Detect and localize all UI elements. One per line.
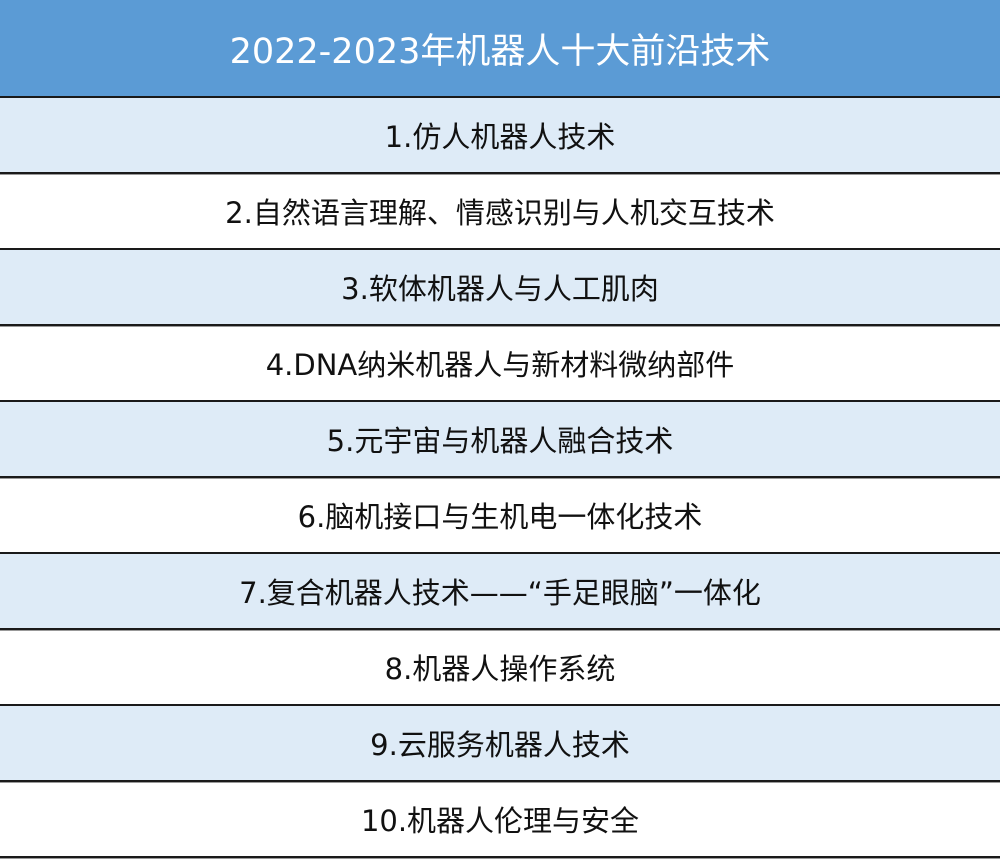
table-row: 9.云服务机器人技术 [0,706,1000,782]
table-row: 1.仿人机器人技术 [0,98,1000,174]
table-title: 2022-2023年机器人十大前沿技术 [0,0,1000,98]
table-row: 5.元宇宙与机器人融合技术 [0,402,1000,478]
table-row: 3.软体机器人与人工肌肉 [0,250,1000,326]
table-row: 4.DNA纳米机器人与新材料微纳部件 [0,326,1000,402]
table-row: 10.机器人伦理与安全 [0,782,1000,858]
table-row: 7.复合机器人技术——“手足眼脑”一体化 [0,554,1000,630]
table-row: 8.机器人操作系统 [0,630,1000,706]
table-row: 6.脑机接口与生机电一体化技术 [0,478,1000,554]
table-row: 2.自然语言理解、情感识别与人机交互技术 [0,174,1000,250]
